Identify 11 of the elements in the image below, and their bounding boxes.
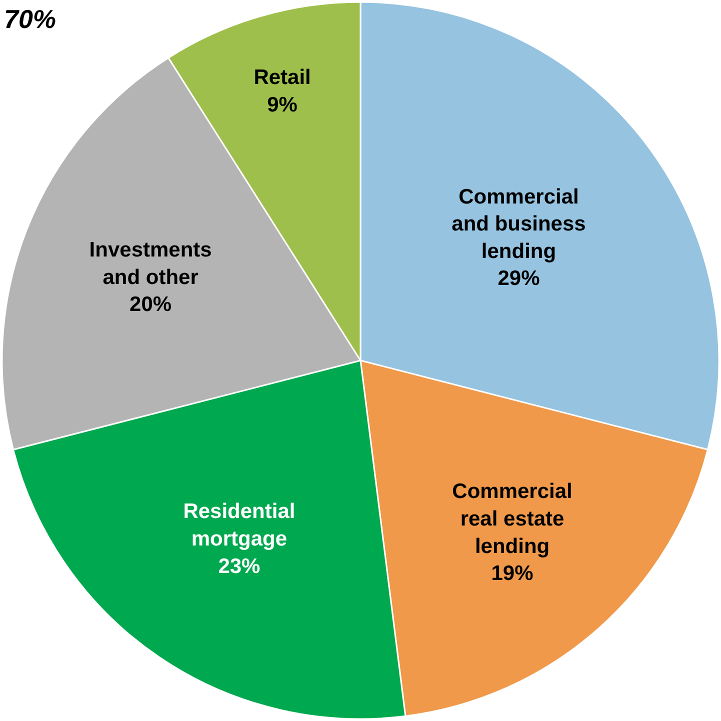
data-label: 9%: [267, 93, 298, 116]
data-label: 23%: [218, 554, 261, 578]
slice-label: Retail: [254, 66, 311, 90]
slice-label: Commercial and business lending: [452, 185, 586, 263]
data-label: 19%: [491, 562, 534, 586]
data-label: 29%: [498, 267, 540, 290]
slice-label: Investments and other: [89, 238, 212, 289]
slice-label: Residential mortgage: [183, 500, 296, 550]
slice-label: Commercial real estate lending: [452, 480, 572, 558]
data-label: 20%: [130, 293, 172, 316]
text: 70%: [4, 4, 56, 34]
